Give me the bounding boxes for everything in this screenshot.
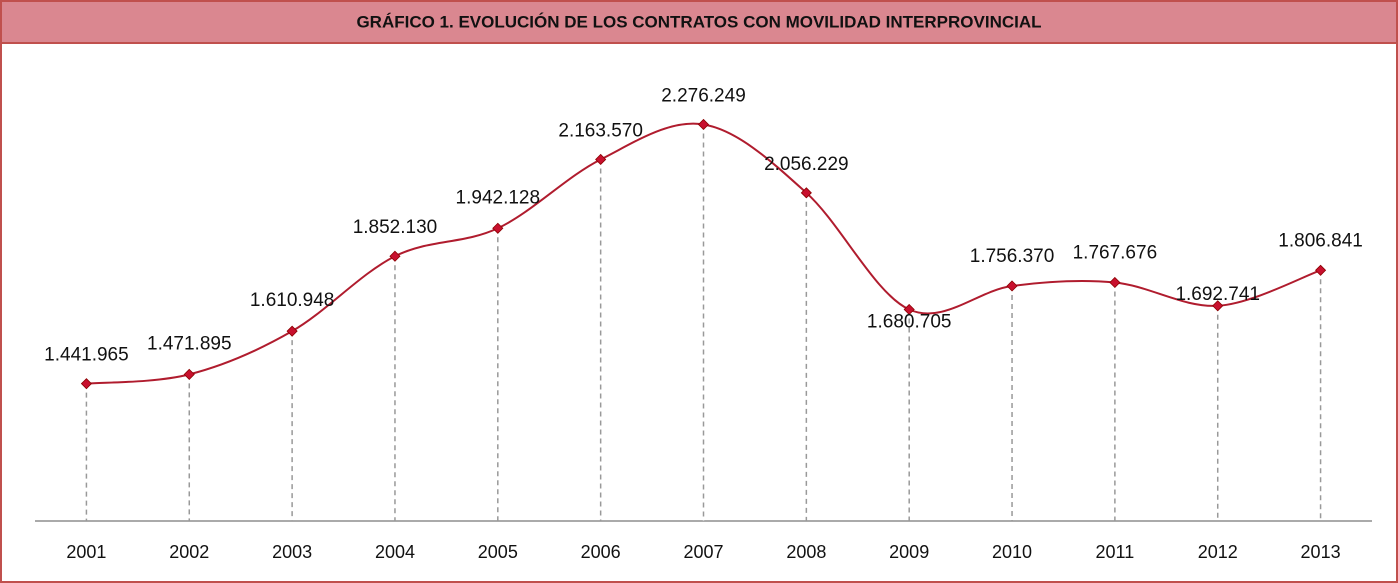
data-label: 1.610.948 [250, 290, 335, 311]
x-tick-label: 2009 [889, 542, 929, 562]
x-tick-label: 2008 [786, 542, 826, 562]
marker [697, 118, 710, 131]
data-label: 1.756.370 [970, 246, 1055, 267]
marker [1109, 276, 1121, 289]
marker [800, 187, 812, 199]
data-label: 1.692.741 [1175, 284, 1260, 305]
marker [595, 153, 607, 166]
x-tick-label: 2012 [1198, 542, 1238, 562]
data-label: 1.767.676 [1073, 242, 1158, 263]
data-label: 1.852.130 [353, 217, 438, 238]
title-bar [0, 0, 1398, 44]
data-label: 1.680.705 [867, 312, 952, 333]
marker [1212, 300, 1224, 312]
data-label: 1.441.965 [44, 345, 129, 366]
data-label: 2.056.229 [764, 154, 849, 175]
x-tick-label: 2004 [375, 542, 415, 562]
data-label: 1.471.895 [147, 333, 232, 354]
x-tick-label: 2006 [581, 542, 621, 562]
marker [903, 303, 915, 316]
marker [80, 378, 92, 390]
x-tick-label: 2013 [1301, 542, 1341, 562]
marker [492, 222, 504, 234]
marker [286, 325, 298, 337]
x-tick-label: 2011 [1096, 542, 1135, 562]
marker [1315, 264, 1327, 276]
x-tick-label: 2005 [478, 542, 518, 562]
marker [183, 368, 195, 380]
x-tick-label: 2003 [272, 542, 312, 562]
marker [1006, 280, 1018, 292]
x-tick-label: 2002 [169, 542, 209, 562]
data-label: 2.276.249 [661, 85, 746, 106]
x-tick-label: 2010 [992, 542, 1032, 562]
chart-title: GRÁFICO 1. EVOLUCIÓN DE LOS CONTRATOS CO… [356, 12, 1041, 31]
x-tick-label: 2001 [66, 542, 106, 562]
data-label: 1.806.841 [1278, 230, 1363, 251]
x-tick-label: 2007 [683, 542, 723, 562]
data-label: 2.163.570 [558, 120, 643, 141]
marker [389, 250, 401, 262]
data-label: 1.942.128 [456, 187, 541, 208]
